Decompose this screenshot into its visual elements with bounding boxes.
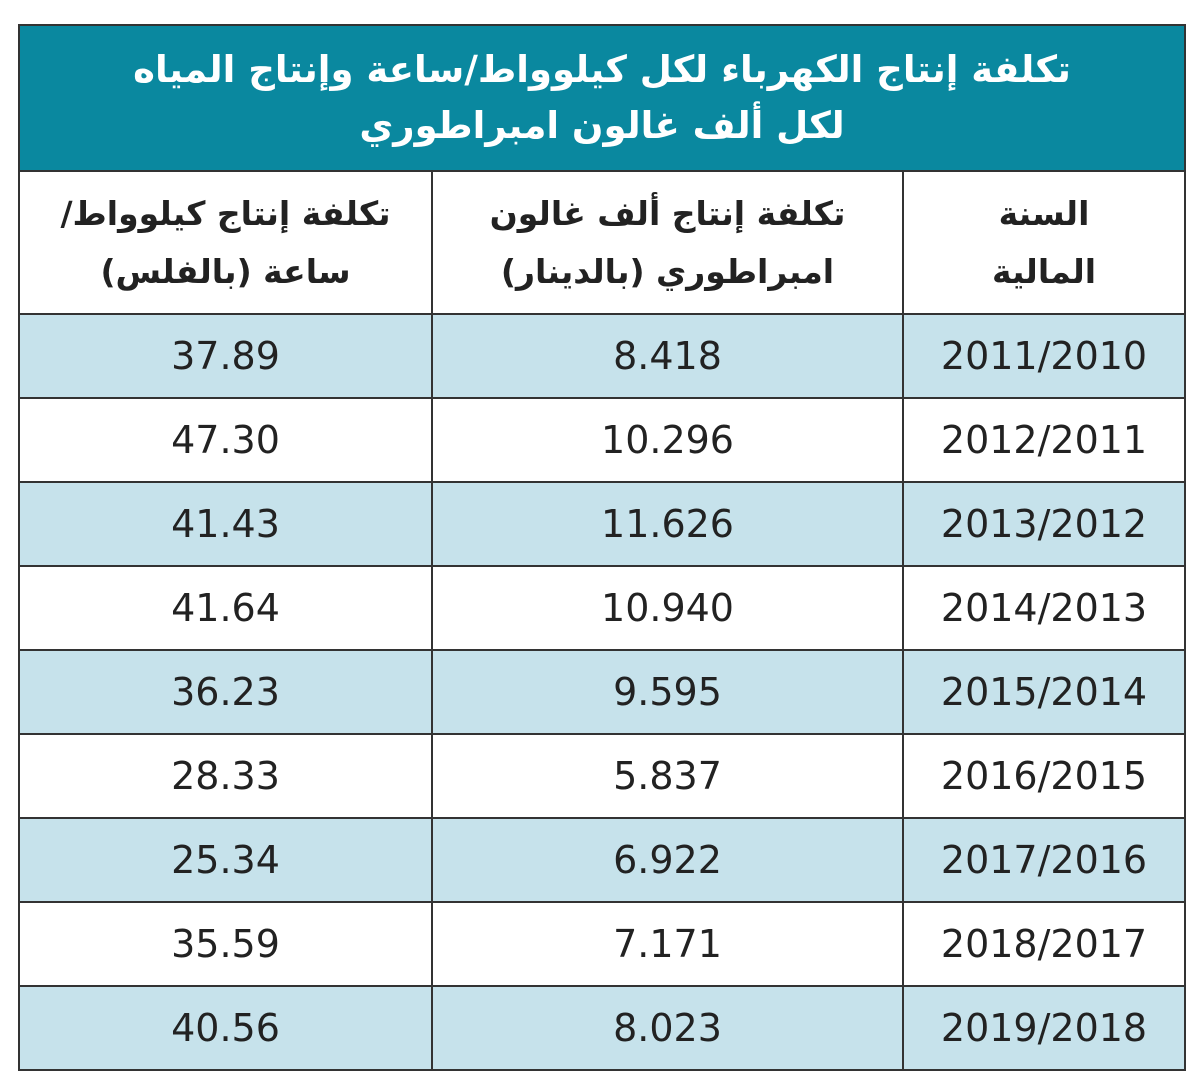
table-row: 2013/2012 11.626 41.43 (20, 481, 1184, 567)
cell-text: 6.922 (613, 838, 722, 882)
column-header-line: المالية (991, 251, 1097, 291)
cell-text: 9.595 (613, 670, 722, 714)
table-cell: 2019/2018 (902, 985, 1184, 1069)
column-header-line: السنة (998, 193, 1090, 233)
table-cell: 2013/2012 (902, 481, 1184, 567)
table-cell: 10.296 (431, 397, 904, 483)
table-cell: 28.33 (20, 733, 433, 819)
cell-text: 10.296 (601, 418, 734, 462)
table-cell: 8.418 (431, 313, 904, 399)
table-cell: 2011/2010 (902, 313, 1184, 399)
table-cell: 25.34 (20, 817, 433, 903)
table-frame: تكلفة إنتاج الكهرباء لكل كيلوواط/ساعة وإ… (18, 24, 1186, 1071)
cell-text: 41.43 (171, 502, 280, 546)
table-row: 2015/2014 9.595 36.23 (20, 649, 1184, 735)
title-line: تكلفة إنتاج الكهرباء لكل كيلوواط/ساعة وإ… (133, 48, 1071, 91)
table-cell: 9.595 (431, 649, 904, 735)
table-row: 2012/2011 10.296 47.30 (20, 397, 1184, 483)
table-cell: 7.171 (431, 901, 904, 987)
cell-text: 37.89 (171, 334, 280, 378)
table-head: السنة المالية تكلفة إنتاج ألف غالون امبراطو… (20, 172, 1184, 315)
data-table: السنة المالية تكلفة إنتاج ألف غالون امبراطو… (20, 172, 1184, 1069)
header-row: السنة المالية تكلفة إنتاج ألف غالون امبراطو… (20, 172, 1184, 315)
cell-text: 2017/2016 (940, 838, 1148, 882)
cell-text: 7.171 (613, 922, 722, 966)
table-cell: 5.837 (431, 733, 904, 819)
table-cell: 41.64 (20, 565, 433, 651)
table-cell: 2014/2013 (902, 565, 1184, 651)
cell-text: 2014/2013 (940, 586, 1148, 630)
table-cell: 10.940 (431, 565, 904, 651)
cell-text: 2018/2017 (940, 922, 1148, 966)
cell-text: 35.59 (171, 922, 280, 966)
table-cell: 2015/2014 (902, 649, 1184, 735)
cell-text: 2012/2011 (940, 418, 1148, 462)
table-row: 2014/2013 10.940 41.64 (20, 565, 1184, 651)
cell-text: 2015/2014 (940, 670, 1148, 714)
table-row: 2011/2010 8.418 37.89 (20, 313, 1184, 399)
table-row: 2019/2018 8.023 40.56 (20, 985, 1184, 1069)
table-cell: 35.59 (20, 901, 433, 987)
table-cell: 41.43 (20, 481, 433, 567)
title-line: لكل ألف غالون امبراطوري (359, 104, 845, 147)
column-header-line: تكلفة إنتاج كيلوواط/ (60, 193, 391, 233)
table-cell: 8.023 (431, 985, 904, 1069)
cell-text: 10.940 (601, 586, 734, 630)
column-header-line: ساعة (بالفلس) (100, 251, 351, 291)
table-cell: 36.23 (20, 649, 433, 735)
table-row: 2016/2015 5.837 28.33 (20, 733, 1184, 819)
column-header: تكلفة إنتاج ألف غالون امبراطوري (بالدينار… (431, 172, 904, 315)
cell-text: 8.418 (613, 334, 722, 378)
table-cell: 47.30 (20, 397, 433, 483)
cell-text: 28.33 (171, 754, 280, 798)
cell-text: 40.56 (171, 1006, 280, 1050)
table-cell: 40.56 (20, 985, 433, 1069)
table-cell: 37.89 (20, 313, 433, 399)
cell-text: 11.626 (601, 502, 734, 546)
cell-text: 25.34 (171, 838, 280, 882)
cell-text: 41.64 (171, 586, 280, 630)
column-header: تكلفة إنتاج كيلوواط/ساعة (بالفلس) (20, 172, 433, 315)
cell-text: 47.30 (171, 418, 280, 462)
column-header-line: امبراطوري (بالدينار) (500, 251, 835, 291)
column-header: السنة المالية (902, 172, 1184, 315)
table-cell: 11.626 (431, 481, 904, 567)
table-cell: 2018/2017 (902, 901, 1184, 987)
table-cell: 2012/2011 (902, 397, 1184, 483)
cell-text: 5.837 (613, 754, 722, 798)
title-bar: تكلفة إنتاج الكهرباء لكل كيلوواط/ساعة وإ… (20, 26, 1184, 172)
cell-text: 2013/2012 (940, 502, 1148, 546)
column-header-line: تكلفة إنتاج ألف غالون (489, 193, 846, 233)
cell-text: 2016/2015 (940, 754, 1148, 798)
table-cell: 6.922 (431, 817, 904, 903)
cell-text: 2019/2018 (940, 1006, 1148, 1050)
cell-text: 36.23 (171, 670, 280, 714)
cell-text: 2011/2010 (940, 334, 1148, 378)
table-row: 2017/2016 6.922 25.34 (20, 817, 1184, 903)
table-row: 2018/2017 7.171 35.59 (20, 901, 1184, 987)
table-cell: 2017/2016 (902, 817, 1184, 903)
table-body: 2011/2010 8.418 37.89 2012/2011 10.296 47.30 2… (20, 313, 1184, 1069)
table-cell: 2016/2015 (902, 733, 1184, 819)
cell-text: 8.023 (613, 1006, 722, 1050)
